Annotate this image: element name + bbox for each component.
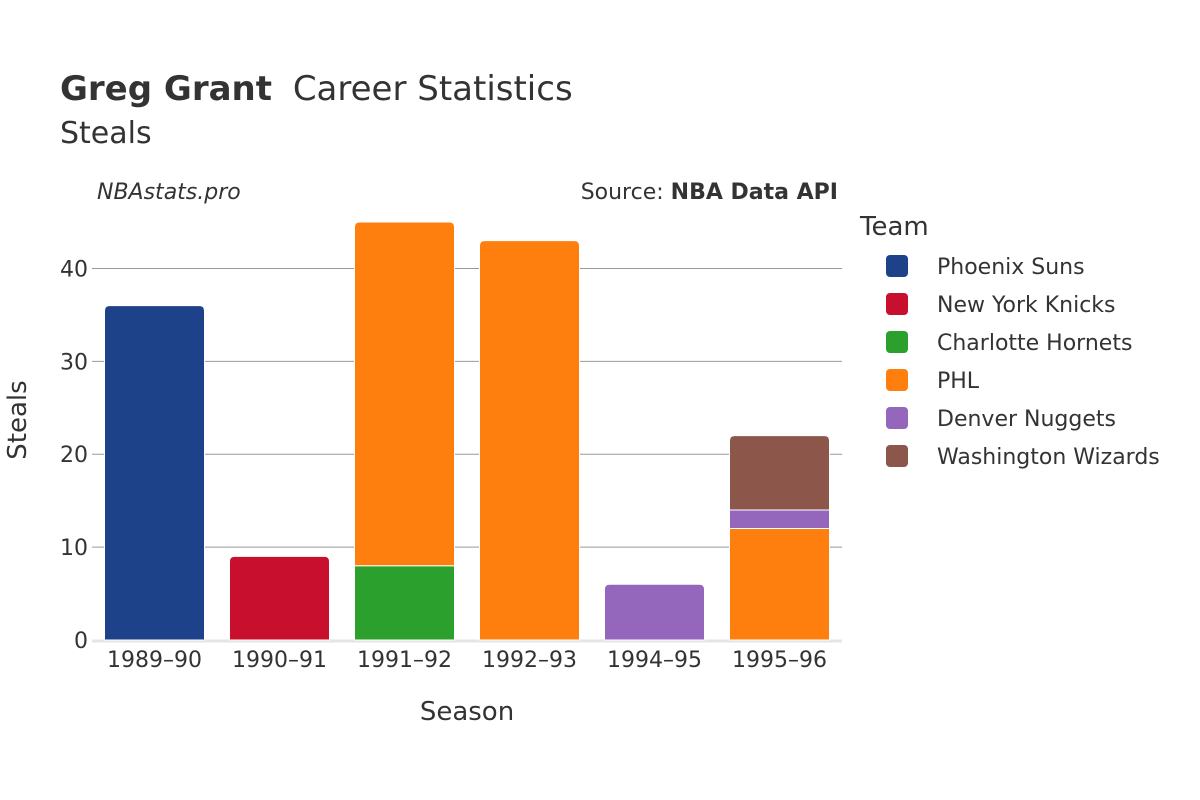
legend-item-charlotte-hornets[interactable]: Charlotte Hornets — [886, 331, 1132, 356]
y-tick-label: 30 — [60, 350, 88, 375]
legend: Team Phoenix Suns New York Knicks Charlott… — [859, 212, 1160, 470]
bar-1989-90-phoenix-suns — [104, 305, 205, 641]
chart-title: Greg Grant Career Statistics — [60, 69, 573, 109]
x-tick-label: 1991–92 — [357, 648, 452, 673]
legend-swatch — [886, 407, 908, 429]
bar-1995-96-washington-wizards — [729, 435, 830, 511]
legend-swatch — [886, 293, 908, 315]
x-tick-label: 1989–90 — [107, 648, 202, 673]
legend-swatch — [886, 445, 908, 467]
legend-swatch — [886, 369, 908, 391]
legend-item-new-york-knicks[interactable]: New York Knicks — [886, 293, 1116, 318]
bars — [104, 221, 830, 641]
legend-label: Charlotte Hornets — [937, 331, 1132, 356]
legend-swatch — [886, 255, 908, 277]
bar-1991-92-phl — [354, 221, 455, 567]
y-axis-title: Steals — [3, 380, 33, 459]
gridlines — [92, 267, 842, 643]
title-rest: Career Statistics — [293, 69, 573, 109]
y-axis-ticks: 0 10 20 30 40 — [60, 257, 88, 654]
bar-1991-92-charlotte-hornets — [354, 565, 455, 641]
x-tick-label: 1990–91 — [232, 648, 327, 673]
legend-item-phoenix-suns[interactable]: Phoenix Suns — [886, 255, 1085, 280]
legend-item-denver-nuggets[interactable]: Denver Nuggets — [886, 407, 1116, 432]
legend-label: PHL — [937, 369, 980, 394]
legend-item-washington-wizards[interactable]: Washington Wizards — [886, 445, 1160, 470]
source-name: NBA Data API — [671, 180, 838, 205]
bar-1992-93-phl — [479, 240, 580, 641]
watermark-text: NBAstats.pro — [97, 180, 241, 205]
title-player-name: Greg Grant — [60, 69, 272, 109]
legend-item-phl[interactable]: PHL — [886, 369, 980, 394]
y-tick-label: 20 — [60, 443, 88, 468]
legend-label: New York Knicks — [937, 293, 1116, 318]
y-tick-label: 40 — [60, 257, 88, 282]
x-tick-label: 1992–93 — [482, 648, 577, 673]
legend-items: Phoenix Suns New York Knicks Charlotte Hor… — [886, 255, 1160, 470]
y-tick-label: 10 — [60, 536, 88, 561]
bar-1995-96-denver-nuggets — [729, 509, 830, 530]
bar-1995-96-phl — [729, 528, 830, 641]
bar-1990-91-new-york-knicks — [229, 555, 330, 641]
legend-swatch — [886, 331, 908, 353]
x-tick-label: 1995–96 — [732, 648, 827, 673]
x-axis-title: Season — [420, 697, 514, 727]
source-credit: Source: NBA Data API — [581, 180, 838, 205]
bar-1994-95-denver-nuggets — [604, 583, 705, 641]
source-prefix: Source: — [581, 180, 671, 205]
legend-title: Team — [859, 212, 929, 242]
y-tick-label: 0 — [74, 629, 88, 654]
legend-label: Denver Nuggets — [937, 407, 1116, 432]
legend-label: Washington Wizards — [937, 445, 1160, 470]
x-tick-label: 1994–95 — [607, 648, 702, 673]
legend-label: Phoenix Suns — [937, 255, 1085, 280]
chart-subtitle: Steals — [60, 116, 152, 151]
x-axis-ticks: 1989–90 1990–91 1991–92 1992–93 1994–95 1995–… — [107, 648, 827, 673]
